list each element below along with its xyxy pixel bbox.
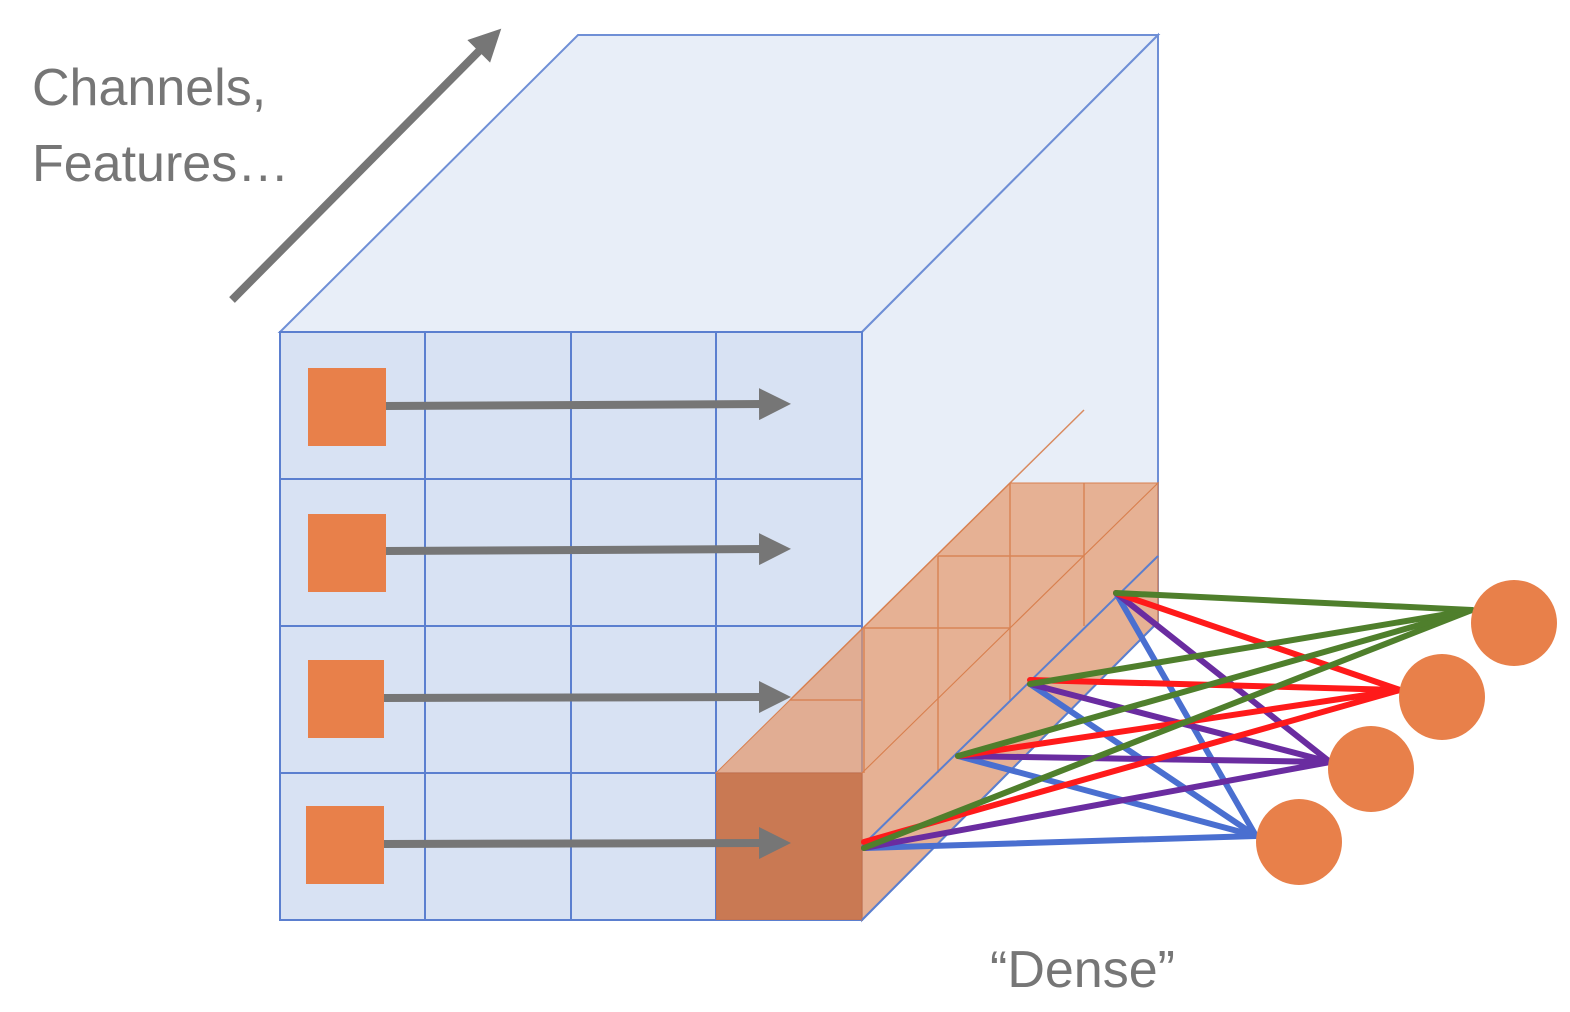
- output-node-2: [1399, 654, 1485, 740]
- channels-label-line1: Channels,: [32, 59, 267, 117]
- input-square-4: [306, 806, 384, 884]
- input-square-1: [308, 368, 386, 446]
- row-arrow-4: [383, 827, 791, 860]
- output-nodes: [1256, 580, 1557, 885]
- row-arrow-2: [385, 533, 791, 566]
- dense-label: “Dense”: [990, 941, 1175, 999]
- depth-arrow: [229, 28, 502, 303]
- row-arrow-3: [383, 681, 791, 714]
- row-arrows: [383, 388, 791, 860]
- output-node-1: [1471, 580, 1557, 666]
- front-grid: [280, 332, 862, 920]
- input-square-3: [308, 660, 384, 738]
- row-arrow-1: [385, 388, 791, 421]
- input-square-2: [308, 514, 386, 592]
- channels-label-line2: Features…: [32, 135, 290, 193]
- output-node-4: [1256, 799, 1342, 885]
- channels-features-label: Channels, Features…: [32, 50, 289, 202]
- output-node-3: [1328, 726, 1414, 812]
- dense-connections: [861, 590, 1475, 851]
- input-squares: [306, 368, 386, 884]
